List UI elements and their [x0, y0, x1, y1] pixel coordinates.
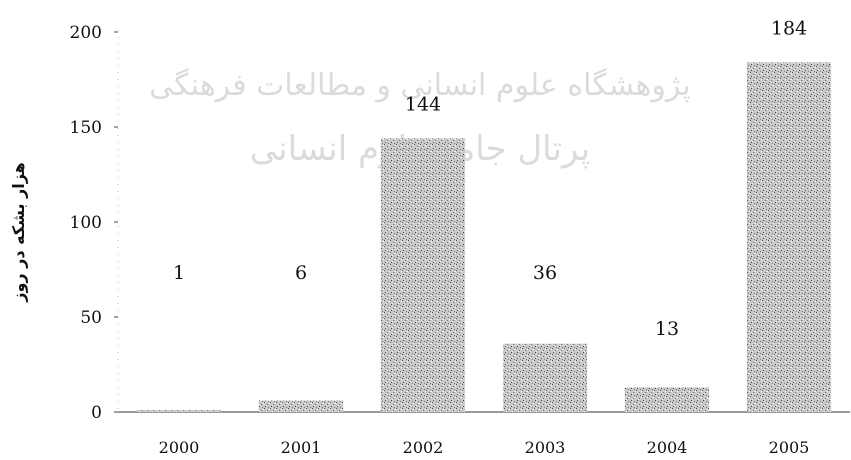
y-axis-ticks: 0 50 100 150 200 — [70, 23, 118, 423]
bars — [136, 62, 832, 413]
data-label-2001: 6 — [295, 262, 307, 284]
bar-2004 — [624, 387, 710, 412]
y-tick-label: 100 — [70, 213, 102, 233]
data-label-2000: 1 — [173, 262, 185, 284]
x-tick-label: 2005 — [769, 438, 810, 457]
bar-2000 — [136, 410, 222, 412]
watermark-line1: پژوهشگاه علوم انسانی و مطالعات فرهنگی — [149, 68, 691, 103]
x-tick-label: 2002 — [403, 438, 444, 457]
x-tick-label: 2000 — [159, 438, 200, 457]
data-label-2002: 144 — [405, 93, 441, 115]
x-tick-label: 2003 — [525, 438, 566, 457]
bar-2003 — [502, 343, 588, 412]
y-tick-label: 200 — [70, 23, 102, 43]
y-tick-label: 150 — [70, 118, 102, 138]
bar-2005 — [746, 62, 832, 413]
data-labels: 1 6 144 36 13 184 — [173, 17, 807, 340]
x-tick-label: 2001 — [281, 438, 322, 457]
y-tick-label: 0 — [91, 403, 102, 423]
x-axis-tick-labels: 2000 2001 2002 2003 2004 2005 — [159, 438, 810, 457]
bar-2002 — [380, 138, 466, 412]
x-tick-label: 2004 — [647, 438, 688, 457]
y-tick-label: 50 — [80, 308, 102, 328]
data-label-2004: 13 — [655, 318, 679, 340]
y-axis-title: هزار بشکه در روز — [9, 162, 28, 303]
data-label-2005: 184 — [771, 17, 807, 39]
data-label-2003: 36 — [533, 262, 557, 284]
bar-2001 — [258, 400, 344, 412]
